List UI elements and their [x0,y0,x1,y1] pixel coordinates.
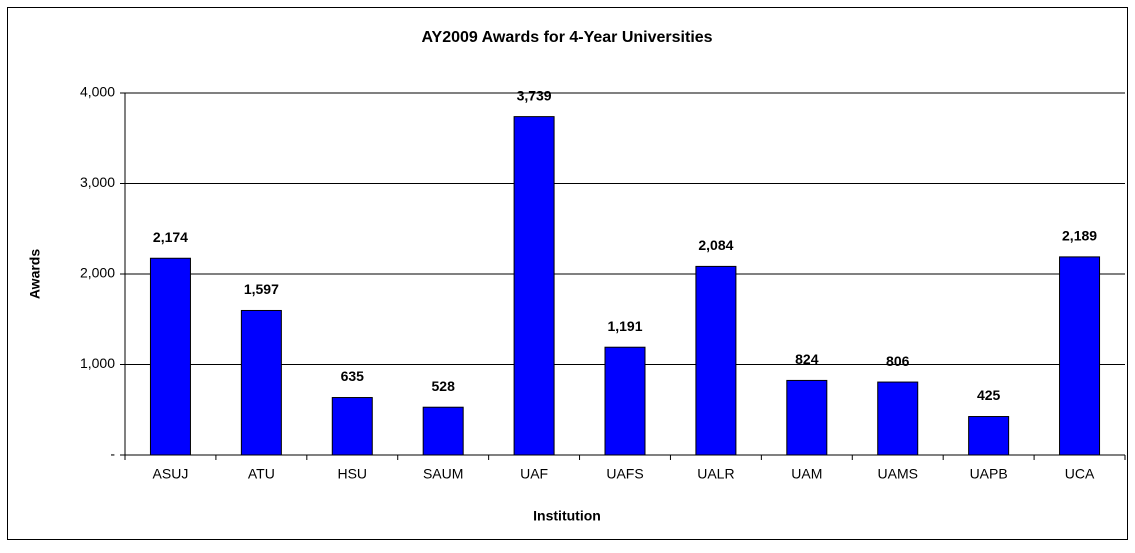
x-tick-label: ATU [248,466,275,482]
y-tick-label: - [110,446,115,462]
bar [604,346,646,456]
x-tick-label: ASUJ [153,466,189,482]
value-label: 425 [977,387,1001,403]
value-label: 1,597 [244,281,279,297]
value-label: 3,739 [517,87,552,103]
bar [968,416,1010,456]
x-tick-label: UALR [697,466,734,482]
x-tick-label: UAM [791,466,822,482]
y-tick-label: 3,000 [80,174,115,190]
bar [695,265,737,456]
value-label: 528 [432,378,456,394]
bar [877,381,919,456]
bar [331,397,373,456]
x-axis-label: Institution [533,508,601,524]
x-tick-label: SAUM [423,466,463,482]
bar [240,309,282,456]
bar [786,379,828,456]
chart-title: AY2009 Awards for 4-Year Universities [421,29,712,46]
x-tick-label: HSU [337,466,367,482]
x-tick-label: UAF [520,466,548,482]
value-label: 806 [886,353,910,369]
y-tick-label: 2,000 [80,265,115,281]
bar [513,116,555,456]
y-tick-label: 4,000 [80,84,115,100]
x-tick-label: UAMS [878,466,918,482]
x-tick-label: UAFS [606,466,643,482]
value-label: 824 [795,351,819,367]
x-tick-label: UCA [1065,466,1095,482]
value-label: 2,174 [153,229,188,245]
value-label: 2,189 [1062,228,1097,244]
bar [422,406,464,456]
bar [1059,256,1101,456]
value-label: 2,084 [698,237,733,253]
value-label: 1,191 [607,318,642,334]
bar [149,257,191,456]
x-tick-label: UAPB [970,466,1008,482]
y-axis-label: Awards [27,249,43,300]
y-tick-label: 1,000 [80,355,115,371]
value-label: 635 [341,368,365,384]
